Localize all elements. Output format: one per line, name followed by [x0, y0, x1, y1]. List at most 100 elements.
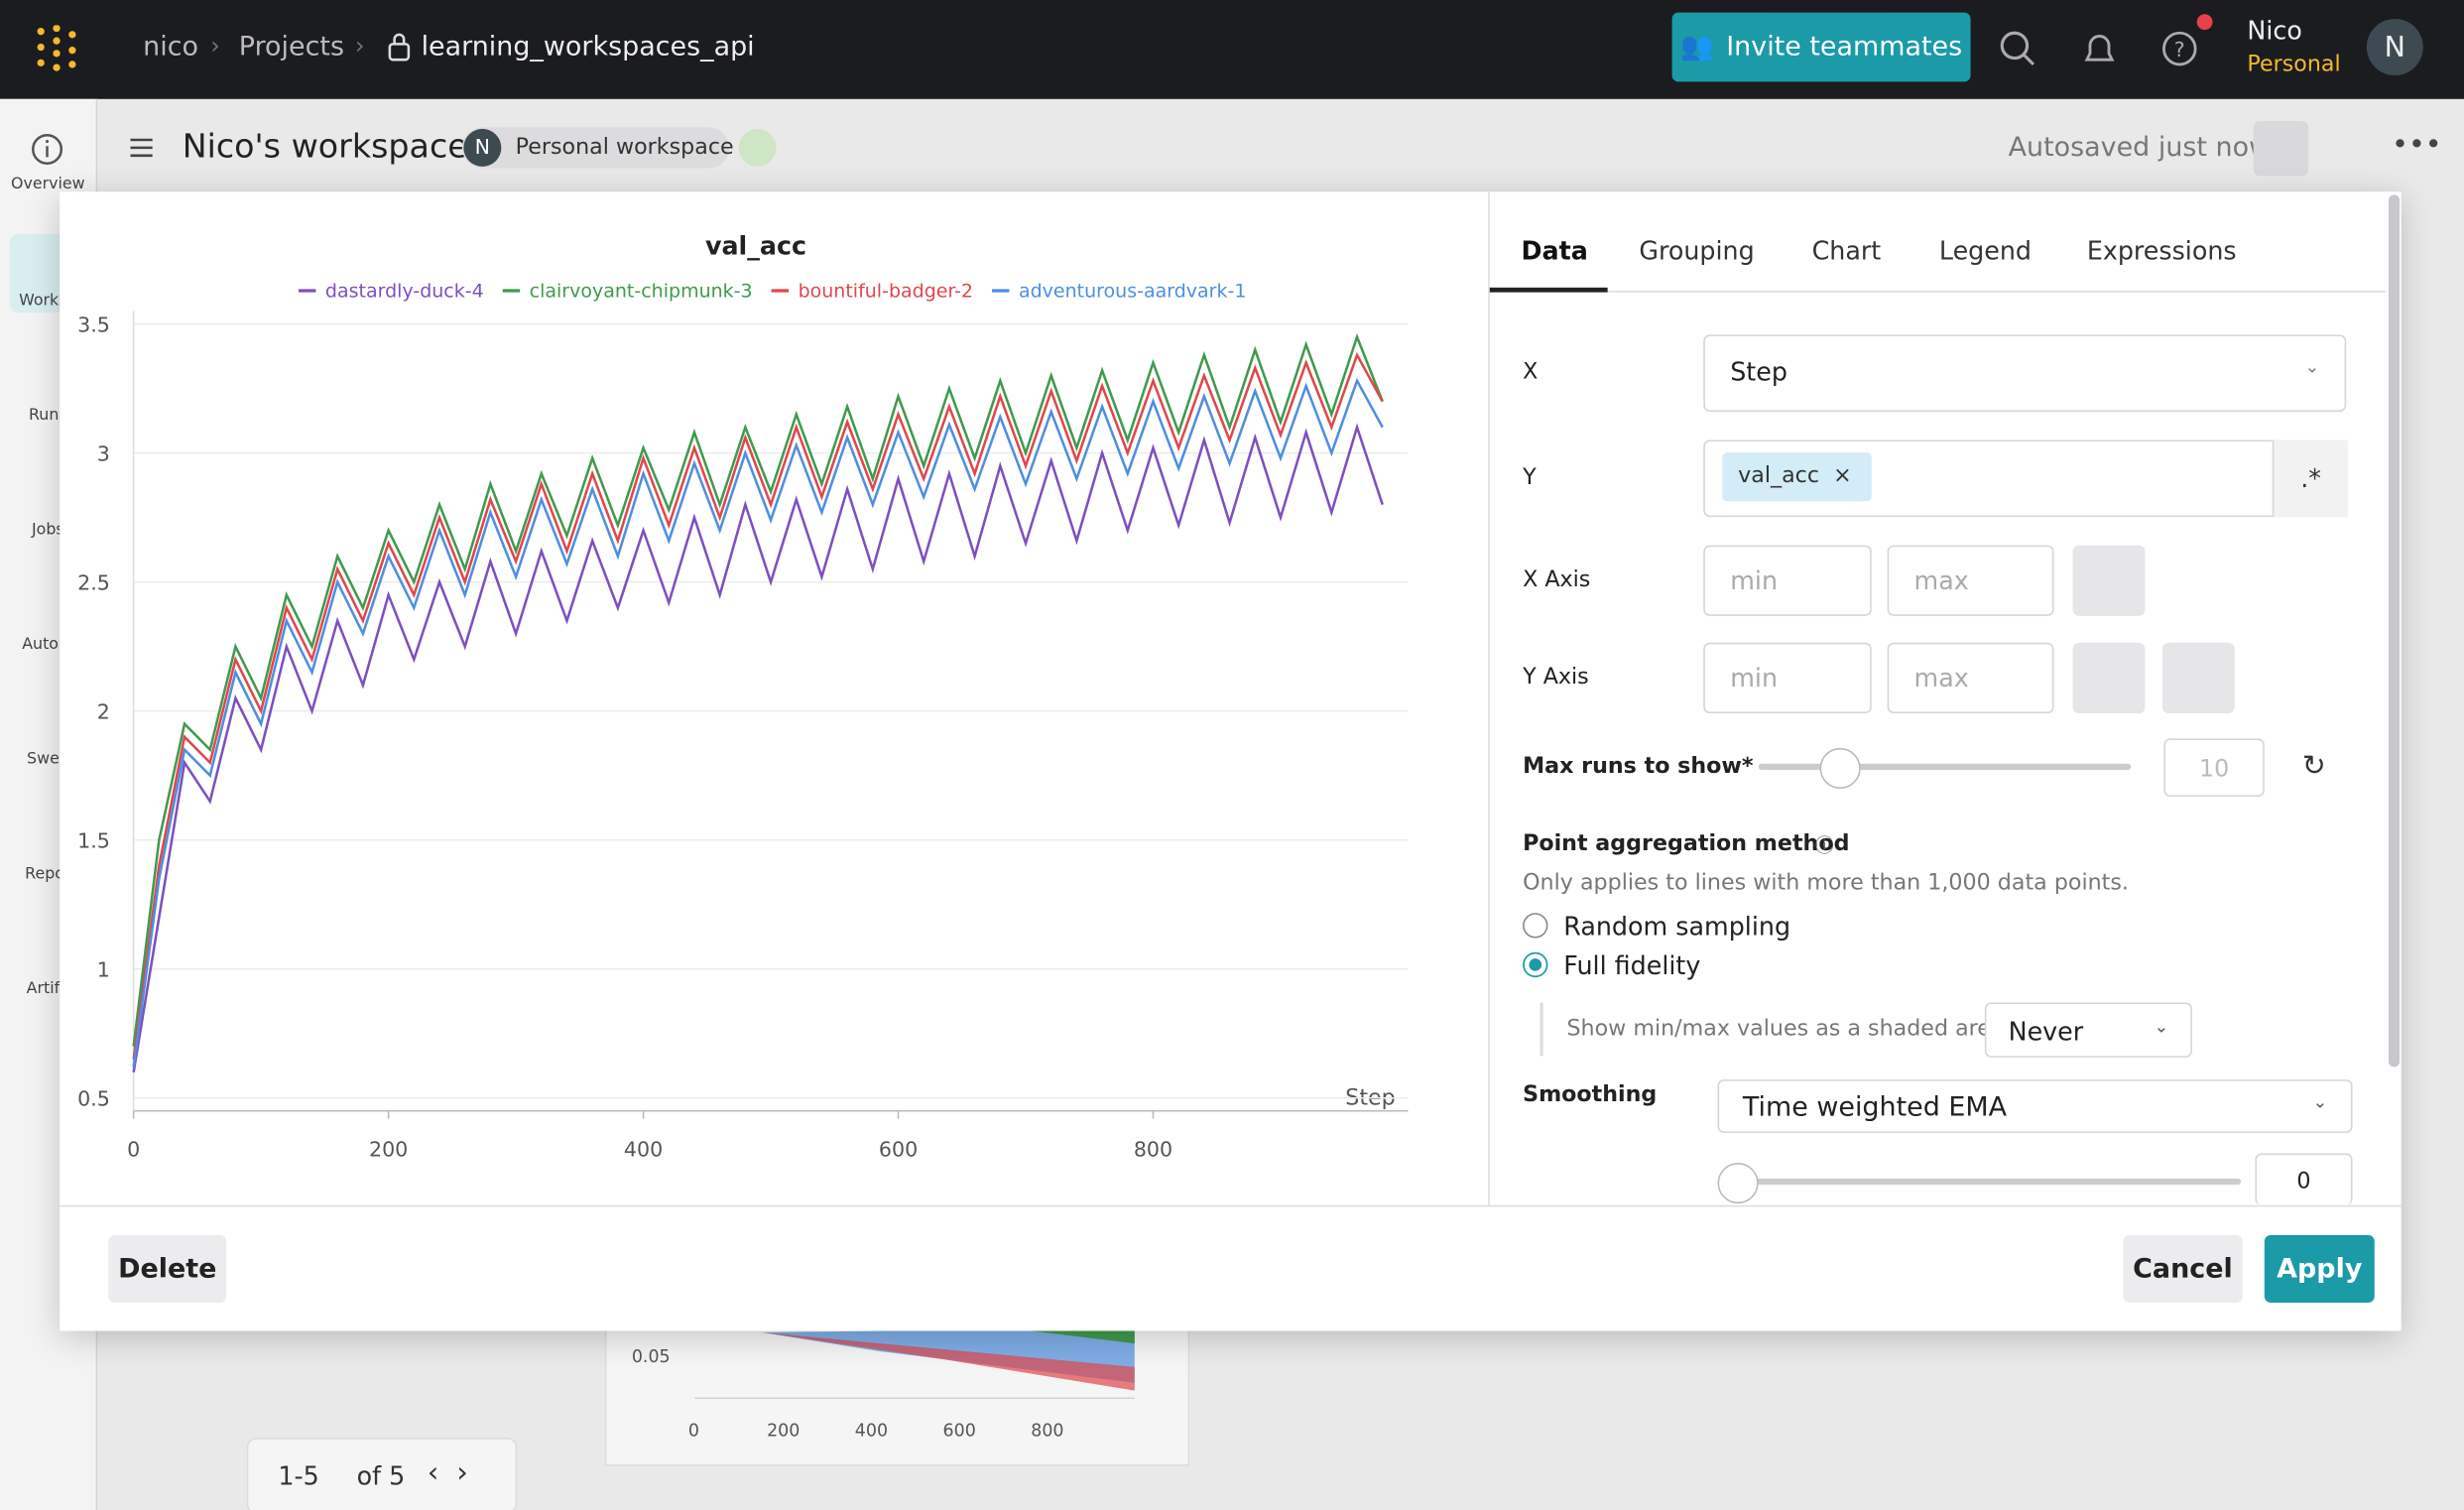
y-log-button[interactable] — [2161, 642, 2235, 714]
x-scale-button[interactable] — [2072, 545, 2146, 616]
shaded-value: Never — [2008, 1016, 2084, 1047]
field-label: Y — [1523, 464, 1537, 491]
tab-line — [1489, 291, 2386, 293]
placeholder: max — [1913, 663, 1969, 693]
tab[interactable]: Grouping — [1639, 235, 1755, 266]
undo[interactable] — [2253, 120, 2309, 177]
svg-text:?: ? — [2174, 38, 2185, 62]
badge-avatar: N — [463, 128, 502, 167]
user-plan: Personal — [2247, 52, 2341, 77]
crumb[interactable]: Projects — [238, 31, 344, 63]
smoothing-input[interactable]: 0 — [2255, 1153, 2353, 1205]
scrollbar[interactable] — [2388, 194, 2401, 1068]
crumb[interactable]: learning_workspaces_api — [421, 31, 755, 63]
crumb[interactable]: nico — [143, 31, 199, 63]
divider — [1488, 191, 1490, 1205]
notification-dot — [2196, 14, 2213, 31]
y-tick-label: 2 — [97, 700, 110, 724]
menu-icon[interactable] — [129, 135, 154, 160]
x-tick-label: 600 — [879, 1138, 918, 1162]
series-line — [132, 377, 1384, 1068]
legend-label: clairvoyant-chipmunk-3 — [530, 280, 753, 302]
series-line — [132, 332, 1384, 1047]
x-select[interactable]: Step ⌄ — [1703, 334, 2347, 412]
info-icon[interactable]: ⓘ — [1814, 833, 1834, 857]
field-label: X — [1523, 359, 1539, 386]
logo — [37, 25, 76, 71]
more[interactable]: ••• — [2392, 128, 2442, 163]
tab[interactable]: Expressions — [2086, 235, 2237, 266]
nav-label[interactable]: Artifa — [26, 980, 69, 998]
legend-label: bountiful-badger-2 — [799, 280, 973, 302]
page-arrows[interactable]: ‹ › — [427, 1456, 468, 1490]
user-name: Nico — [2247, 15, 2302, 46]
pagination — [246, 1438, 518, 1510]
autosave: Autosaved just now — [2008, 132, 2272, 164]
slider-thumb[interactable] — [1717, 1163, 1759, 1204]
regex-button[interactable]: .* — [2272, 440, 2348, 518]
tab[interactable]: Legend — [1938, 235, 2033, 266]
page-of: of 5 — [356, 1460, 406, 1492]
radio-label[interactable]: Full fidelity — [1563, 950, 1701, 981]
slider-thumb[interactable] — [1819, 747, 1861, 790]
placeholder: min — [1730, 663, 1779, 693]
placeholder: max — [1913, 566, 1969, 596]
y-tick-label: 3.5 — [77, 314, 110, 337]
field-label: Y Axis — [1523, 664, 1589, 691]
nav-label[interactable]: Overview — [11, 176, 85, 193]
top-bar: nico › Projects › learning_workspaces_ap… — [0, 0, 2464, 99]
y-scale-button[interactable] — [2072, 642, 2146, 714]
legend-label: adventurous-aardvark-1 — [1019, 280, 1246, 302]
slider-track[interactable] — [1736, 1178, 2242, 1186]
chart: val_acc Step 0.511.522.533.50 200 400 600 80… — [77, 231, 1409, 1162]
page-range[interactable]: 1-5 — [278, 1460, 319, 1492]
y-value: val_acc — [1738, 463, 1820, 489]
placeholder: min — [1730, 566, 1779, 596]
radio-selected[interactable] — [1523, 951, 1548, 978]
badge-label: Personal workspace — [515, 135, 734, 161]
smoothing-value: Time weighted EMA — [1742, 1091, 2008, 1124]
max-runs-input[interactable]: 10 — [2163, 738, 2265, 797]
bg-tick: 400 — [854, 1420, 889, 1442]
radio-label[interactable]: Random sampling — [1563, 911, 1791, 942]
series-line — [132, 423, 1384, 1072]
reset-icon[interactable]: ↻ — [2301, 749, 2326, 783]
nav-label[interactable]: Repor — [25, 865, 71, 884]
note: Only applies to lines with more than 1,0… — [1523, 870, 2129, 896]
shaded-select[interactable]: Never ⌄ — [1984, 1002, 2192, 1058]
delete-button[interactable]: Delete — [108, 1234, 227, 1303]
x-value: Step — [1730, 356, 1787, 387]
y-chip[interactable]: val_acc × — [1722, 452, 1872, 502]
tab[interactable]: Chart — [1811, 235, 1882, 266]
background-chart — [694, 1327, 1135, 1399]
separator: › — [210, 31, 220, 61]
slider-track[interactable] — [1758, 763, 2132, 771]
bg-tick: 800 — [1031, 1420, 1064, 1442]
nav-label[interactable]: Runs — [28, 407, 67, 425]
x-max[interactable]: max — [1887, 545, 2054, 616]
y-min[interactable]: min — [1703, 642, 1872, 714]
invite-button[interactable]: 👥 Invite teammates — [1671, 12, 1971, 82]
invite-label: Invite teammates — [1726, 31, 1963, 63]
apply-button[interactable]: Apply — [2264, 1234, 2375, 1303]
radio[interactable] — [1523, 913, 1548, 939]
top-icons[interactable]: ? — [1996, 29, 2216, 69]
tab-active — [1489, 287, 1608, 293]
field-label: X Axis — [1523, 566, 1591, 593]
y-max[interactable]: max — [1887, 642, 2054, 714]
legend-label: dastardly-duck-4 — [325, 280, 484, 302]
shaded-label: Show min/max values as a shaded area — [1566, 1016, 2005, 1043]
x-tick-label: 400 — [624, 1138, 663, 1162]
lock-icon — [388, 33, 411, 62]
nav-label[interactable]: Swee — [27, 751, 69, 769]
smoothing-select[interactable]: Time weighted EMA ⌄ — [1717, 1079, 2353, 1133]
field-label: Point aggregation method — [1523, 830, 1850, 857]
nav-label[interactable]: Jobs — [31, 521, 64, 540]
footer-line — [60, 1204, 2402, 1207]
avatar[interactable]: N — [2366, 19, 2423, 76]
x-min[interactable]: min — [1703, 545, 1872, 616]
cancel-button[interactable]: Cancel — [2123, 1234, 2243, 1303]
tab[interactable]: Data — [1521, 235, 1588, 266]
